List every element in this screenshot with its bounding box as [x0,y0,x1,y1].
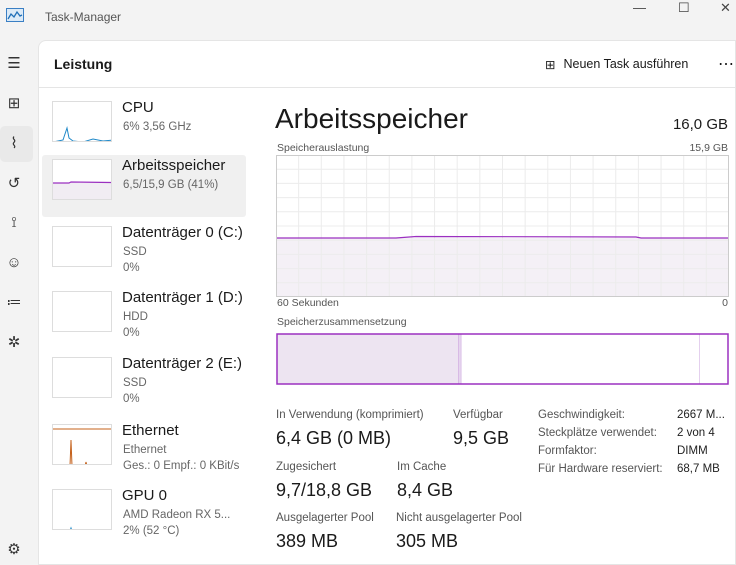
sidebar-item-5[interactable]: Ethernet Ethernet Ges.: 0 Empf.: 0 KBit/s [42,420,246,482]
thumbnail [52,159,112,200]
thumbnail [52,357,112,398]
thumbnail [52,291,112,332]
gpu-thumb-graph [70,526,72,529]
item-sub1: 6% 3,56 GHz [123,121,192,133]
stat-value: 6,4 GB (0 MB) [276,428,392,448]
thumbnail [52,101,112,142]
item-sub2: 0% [123,393,140,405]
detail-title: Arbeitsspeicher [275,103,468,134]
composition-standby [461,334,700,384]
item-name: Datenträger 2 (E:) [122,355,243,372]
stat-label: Verfügbar [453,409,503,421]
prop-value: 68,7 MB [677,463,720,475]
sidebar-item-3[interactable]: Datenträger 1 (D:) HDD 0% [42,287,246,349]
users-icon[interactable]: ☺ [6,254,22,271]
sidebar-item-4[interactable]: Datenträger 2 (E:) SSD 0% [42,353,246,415]
stat-value: 9,5 GB [453,428,510,448]
item-sub2: 0% [123,327,140,339]
startup-icon[interactable]: ⟟ [11,214,17,231]
menu-icon[interactable]: ☰ [7,55,21,72]
header-divider [38,87,736,88]
sidebar-item-1[interactable]: Arbeitsspeicher 6,5/15,9 GB (41%) [42,155,246,217]
app-history-icon[interactable]: ↺ [7,175,21,192]
settings-icon[interactable]: ⚙ [7,541,21,558]
sidebar-item-0[interactable]: CPU 6% 3,56 GHz [42,97,246,159]
prop-value: 2 von 4 [677,427,715,439]
thumbnail [52,489,112,530]
item-sub1: SSD [123,377,147,389]
prop-value: 2667 M... [677,409,725,421]
nav-selection [0,126,33,162]
time-min: 0 [722,297,728,309]
item-name: CPU [122,99,154,116]
prop-label: Für Hardware reserviert: [538,463,663,475]
prop-label: Steckplätze verwendet: [538,427,657,439]
item-sub1: HDD [123,311,148,323]
stat-label: Nicht ausgelagerter Pool [396,512,522,524]
sidebar-item-2[interactable]: Datenträger 0 (C:) SSD 0% [42,222,246,284]
stat-label: Im Cache [397,461,447,473]
usage-label: Speicherauslastung [277,142,370,154]
prop-value: DIMM [677,445,708,457]
item-sub1: 6,5/15,9 GB (41%) [123,179,219,191]
cpu-thumb-graph [55,126,111,141]
stat-label: Zugesichert [276,461,337,473]
total-memory: 16,0 GB [672,116,728,133]
item-sub2: Ges.: 0 Empf.: 0 KBit/s [123,460,240,472]
composition-label: Speicherzusammensetzung [277,316,407,328]
item-name: Datenträger 1 (D:) [122,289,243,306]
memory-usage-graph [276,155,729,297]
stat-value: 389 MB [276,531,339,551]
usage-max: 15,9 GB [689,142,728,154]
composition-border [276,333,729,385]
graph-border [276,155,729,297]
memory-composition-bar [276,333,729,385]
stat-value: 9,7/18,8 GB [276,480,373,500]
item-sub1: Ethernet [123,444,167,456]
run-new-task-label: Neuen Task ausführen [563,57,689,71]
time-label: 60 Sekunden [277,297,339,309]
thumbnail [52,424,112,465]
page-title: Leistung [54,56,113,72]
item-sub1: AMD Radeon RX 5... [123,509,231,521]
usage-line [276,235,729,239]
stat-label: In Verwendung (komprimiert) [276,409,424,421]
run-new-task-button[interactable]: ⊞ Neuen Task ausführen [545,57,688,72]
main-panel [38,40,736,565]
item-name: GPU 0 [122,487,168,504]
composition-in_use [277,334,459,384]
stat-value: 305 MB [396,531,459,551]
item-sub1: SSD [123,246,147,258]
ethernet-thumb-graph [53,428,111,464]
item-name: Ethernet [122,422,179,439]
composition-modified [458,334,462,384]
minimize-button[interactable]: — [633,0,646,15]
sidebar-item-6[interactable]: GPU 0 AMD Radeon RX 5... 2% (52 °C) [42,485,246,547]
item-name: Datenträger 0 (C:) [122,224,243,241]
close-button[interactable]: ✕ [720,0,731,15]
new-task-icon: ⊞ [545,58,556,72]
memory-thumb-graph [53,181,111,199]
stat-label: Ausgelagerter Pool [276,512,374,524]
performance-icon[interactable]: ⌇ [10,135,18,152]
window-title: Task-Manager [45,10,122,24]
stat-value: 8,4 GB [397,480,454,500]
app-logo-icon [6,8,24,22]
services-icon[interactable]: ✲ [7,334,21,351]
composition-free [699,334,728,384]
details-icon[interactable]: ≔ [6,294,22,311]
item-sub2: 2% (52 °C) [123,525,180,537]
processes-icon[interactable]: ⊞ [7,95,21,112]
thumbnail [52,226,112,267]
more-button[interactable]: ⋯ [718,56,734,73]
maximize-button[interactable]: ☐ [678,0,690,15]
prop-label: Formfaktor: [538,445,597,457]
item-sub2: 0% [123,262,140,274]
item-name: Arbeitsspeicher [122,157,226,174]
prop-label: Geschwindigkeit: [538,409,625,421]
